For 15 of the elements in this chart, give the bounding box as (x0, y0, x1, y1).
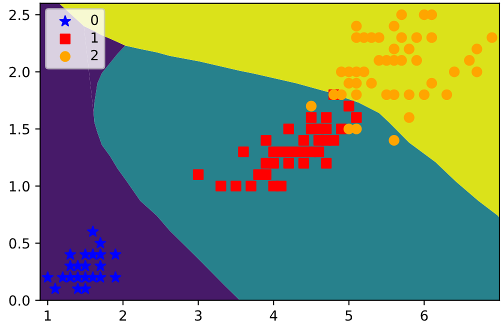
y-tick-label: 0.0 (9, 295, 30, 306)
y-tick-label: 0.5 (9, 238, 30, 249)
x-tick-label: 6 (420, 310, 428, 321)
legend-label: 1 (92, 32, 98, 43)
y-tick-label: 1.5 (10, 124, 30, 134)
x-tick-label: 5 (346, 310, 352, 321)
legend-label: 0 (91, 14, 98, 26)
x-tick-label: 4 (270, 310, 278, 321)
x-tick-label: 1 (44, 310, 51, 321)
y-tick-label: 1.0 (10, 181, 30, 192)
x-tick-label: 3 (194, 310, 202, 321)
y-tick-label: 2.5 (9, 10, 30, 20)
y-tick-label: 2.0 (9, 66, 30, 78)
legend-label: 2 (91, 50, 98, 60)
x-tick-label: 2 (120, 310, 126, 321)
